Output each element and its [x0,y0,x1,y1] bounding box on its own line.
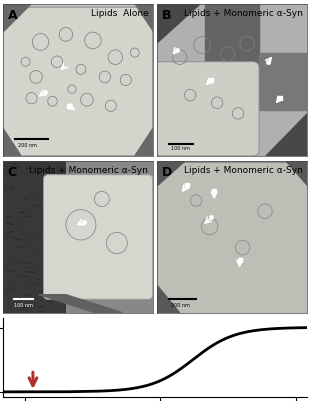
Polygon shape [157,161,184,185]
Text: A: A [7,8,17,22]
Text: 100 nm: 100 nm [14,303,33,308]
FancyBboxPatch shape [153,162,308,318]
Text: 200 nm: 200 nm [18,143,37,148]
Polygon shape [157,4,199,42]
Bar [3,161,66,313]
Polygon shape [205,4,259,68]
Polygon shape [157,118,187,156]
Text: D: D [162,166,172,178]
Text: 200 nm: 200 nm [171,303,190,308]
Text: 100 nm: 100 nm [171,146,190,151]
Text: Lipids  Alone: Lipids Alone [91,8,148,18]
Polygon shape [265,113,307,156]
Polygon shape [3,129,21,156]
Polygon shape [39,295,123,313]
Text: Lipids + Monomeric α-Syn: Lipids + Monomeric α-Syn [184,166,303,174]
FancyBboxPatch shape [154,62,259,156]
Text: Lipids + Monomeric α-Syn: Lipids + Monomeric α-Syn [184,8,303,18]
Text: Lipids + Monomeric α-Syn: Lipids + Monomeric α-Syn [29,166,148,174]
Polygon shape [157,286,180,313]
FancyBboxPatch shape [43,175,153,299]
FancyBboxPatch shape [0,7,153,156]
Polygon shape [135,4,153,31]
Text: B: B [162,8,171,22]
Polygon shape [3,4,30,31]
Text: C: C [7,166,17,178]
Polygon shape [135,129,153,156]
Polygon shape [259,53,307,110]
Polygon shape [286,161,307,185]
